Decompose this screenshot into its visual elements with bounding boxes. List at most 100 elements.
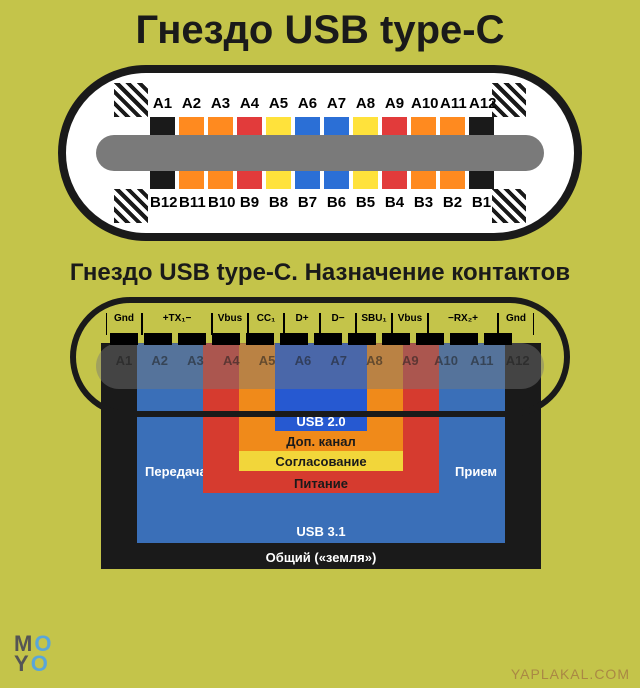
hatch-icon	[114, 189, 148, 223]
function-label: CC₁	[248, 313, 284, 335]
layer-label-left: Передача	[145, 464, 207, 479]
pin-id-label: A8	[357, 353, 393, 368]
pin	[324, 117, 349, 135]
function-label: Gnd	[106, 313, 142, 335]
pin-label: A6	[295, 95, 320, 112]
pin-label: B7	[295, 194, 320, 211]
pin-label: B5	[353, 194, 378, 211]
contact-block	[212, 333, 240, 345]
pin	[440, 171, 465, 189]
pin-id-label: A2	[142, 353, 178, 368]
title-2: Гнездо USB type-C. Назначение контактов	[0, 259, 640, 287]
function-label: D−	[320, 313, 356, 335]
layer-label: USB 3.1	[137, 524, 505, 539]
pin-label: A3	[208, 95, 233, 112]
connector-diagram-1: A1A2A3A4A5A6A7A8A9A10A11A12 B12B11B10B9B…	[58, 65, 582, 241]
function-label: Vbus	[212, 313, 248, 335]
pin-row-b	[150, 171, 494, 189]
pin	[469, 171, 494, 189]
pin	[382, 117, 407, 135]
pin-id-label: A7	[321, 353, 357, 368]
moyo-logo: MO YO	[14, 634, 53, 674]
pin-label: B6	[324, 194, 349, 211]
contact-block	[246, 333, 274, 345]
pin-label: A9	[382, 95, 407, 112]
contact-block	[348, 333, 376, 345]
contact-block	[416, 333, 444, 345]
pin-label: A8	[353, 95, 378, 112]
hatch-icon	[492, 83, 526, 117]
pin-label: B12	[150, 194, 175, 211]
layer-label: Общий («земля»)	[101, 550, 541, 565]
logo-line2: YO	[14, 651, 50, 676]
pin	[324, 171, 349, 189]
pin	[266, 117, 291, 135]
pin-label: B4	[382, 194, 407, 211]
pin	[150, 117, 175, 135]
pin	[353, 117, 378, 135]
layer-label: Согласование	[239, 454, 403, 469]
contact-block	[314, 333, 342, 345]
pin	[208, 171, 233, 189]
pin-label: A10	[411, 95, 436, 112]
pin-label: A1	[150, 95, 175, 112]
pin-label: A7	[324, 95, 349, 112]
pin-id-label: A3	[178, 353, 214, 368]
connector-diagram-2: Общий («земля») USB 3.1 Передача Прием Питан…	[40, 297, 600, 597]
watermark: YAPLAKAL.COM	[511, 666, 630, 682]
pin-label: B3	[411, 194, 436, 211]
pin-id-label: A12	[500, 353, 536, 368]
pin-label: B1	[469, 194, 494, 211]
pin	[237, 171, 262, 189]
pin-labels-row-b: B12B11B10B9B8B7B6B5B4B3B2B1	[150, 194, 494, 211]
contact-block	[144, 333, 172, 345]
pin	[411, 117, 436, 135]
pin-id-label: A9	[392, 353, 428, 368]
pin	[382, 171, 407, 189]
pin	[295, 171, 320, 189]
pin-id-label: A4	[213, 353, 249, 368]
pin	[237, 117, 262, 135]
layer-label-right: Прием	[455, 464, 497, 479]
pin-id-row: A1A2A3A4A5A6A7A8A9A10A11A12	[106, 353, 536, 368]
function-label: Gnd	[498, 313, 534, 335]
function-label: D+	[284, 313, 320, 335]
function-label: −RX₂+	[428, 313, 498, 335]
function-label: +TX₁−	[142, 313, 212, 335]
contact-block	[178, 333, 206, 345]
pin	[440, 117, 465, 135]
pin	[353, 171, 378, 189]
contact-block	[450, 333, 478, 345]
pin	[295, 117, 320, 135]
layer-label: Питание	[203, 476, 439, 491]
function-label: SBU₁	[356, 313, 392, 335]
pin	[411, 171, 436, 189]
function-label: Vbus	[392, 313, 428, 335]
function-labels-row: Gnd+TX₁−VbusCC₁D+D−SBU₁Vbus−RX₂+Gnd	[106, 313, 534, 335]
hatch-icon	[492, 189, 526, 223]
pin	[179, 171, 204, 189]
pin-labels-row-a: A1A2A3A4A5A6A7A8A9A10A11A12	[150, 95, 494, 112]
contact-block	[382, 333, 410, 345]
pin	[179, 117, 204, 135]
pin-id-label: A1	[106, 353, 142, 368]
pin-label: A11	[440, 95, 465, 112]
pin-row-a	[150, 117, 494, 135]
pin-label: B10	[208, 194, 233, 211]
pin-label: B2	[440, 194, 465, 211]
pin-id-label: A11	[464, 353, 500, 368]
pin-label: B8	[266, 194, 291, 211]
pin-id-label: A6	[285, 353, 321, 368]
pin	[208, 117, 233, 135]
pin	[469, 117, 494, 135]
contact-block	[484, 333, 512, 345]
pin-id-label: A5	[249, 353, 285, 368]
title-1: Гнездо USB type-C	[0, 0, 640, 53]
contact-block	[110, 333, 138, 345]
contact-block	[280, 333, 308, 345]
connector1-tongue	[96, 135, 544, 171]
pin-id-label: A10	[428, 353, 464, 368]
pin-label: B11	[179, 194, 204, 211]
pin-label: A5	[266, 95, 291, 112]
pin-label: A12	[469, 95, 494, 112]
